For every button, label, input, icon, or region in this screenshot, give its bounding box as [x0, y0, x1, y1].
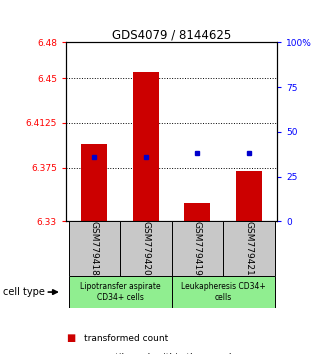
Text: GSM779419: GSM779419	[193, 221, 202, 276]
Text: GSM779418: GSM779418	[90, 221, 99, 276]
Bar	[69, 276, 172, 308]
Bar	[69, 221, 120, 276]
Text: Lipotransfer aspirate
CD34+ cells: Lipotransfer aspirate CD34+ cells	[80, 282, 160, 302]
Title: GDS4079 / 8144625: GDS4079 / 8144625	[112, 28, 231, 41]
Bar	[120, 221, 172, 276]
Text: GSM779420: GSM779420	[141, 221, 150, 276]
Text: GSM779421: GSM779421	[245, 221, 253, 276]
Text: percentile rank within the sample: percentile rank within the sample	[84, 353, 237, 354]
Text: Leukapheresis CD34+
cells: Leukapheresis CD34+ cells	[181, 282, 266, 302]
Bar	[172, 221, 223, 276]
Text: cell type: cell type	[3, 287, 45, 297]
Bar	[172, 276, 275, 308]
Bar	[82, 144, 107, 221]
Bar	[133, 72, 159, 221]
Bar	[236, 171, 262, 221]
Text: transformed count: transformed count	[84, 333, 168, 343]
Bar	[184, 204, 210, 221]
Bar	[223, 221, 275, 276]
Text: ■: ■	[66, 333, 75, 343]
Text: ■: ■	[66, 353, 75, 354]
